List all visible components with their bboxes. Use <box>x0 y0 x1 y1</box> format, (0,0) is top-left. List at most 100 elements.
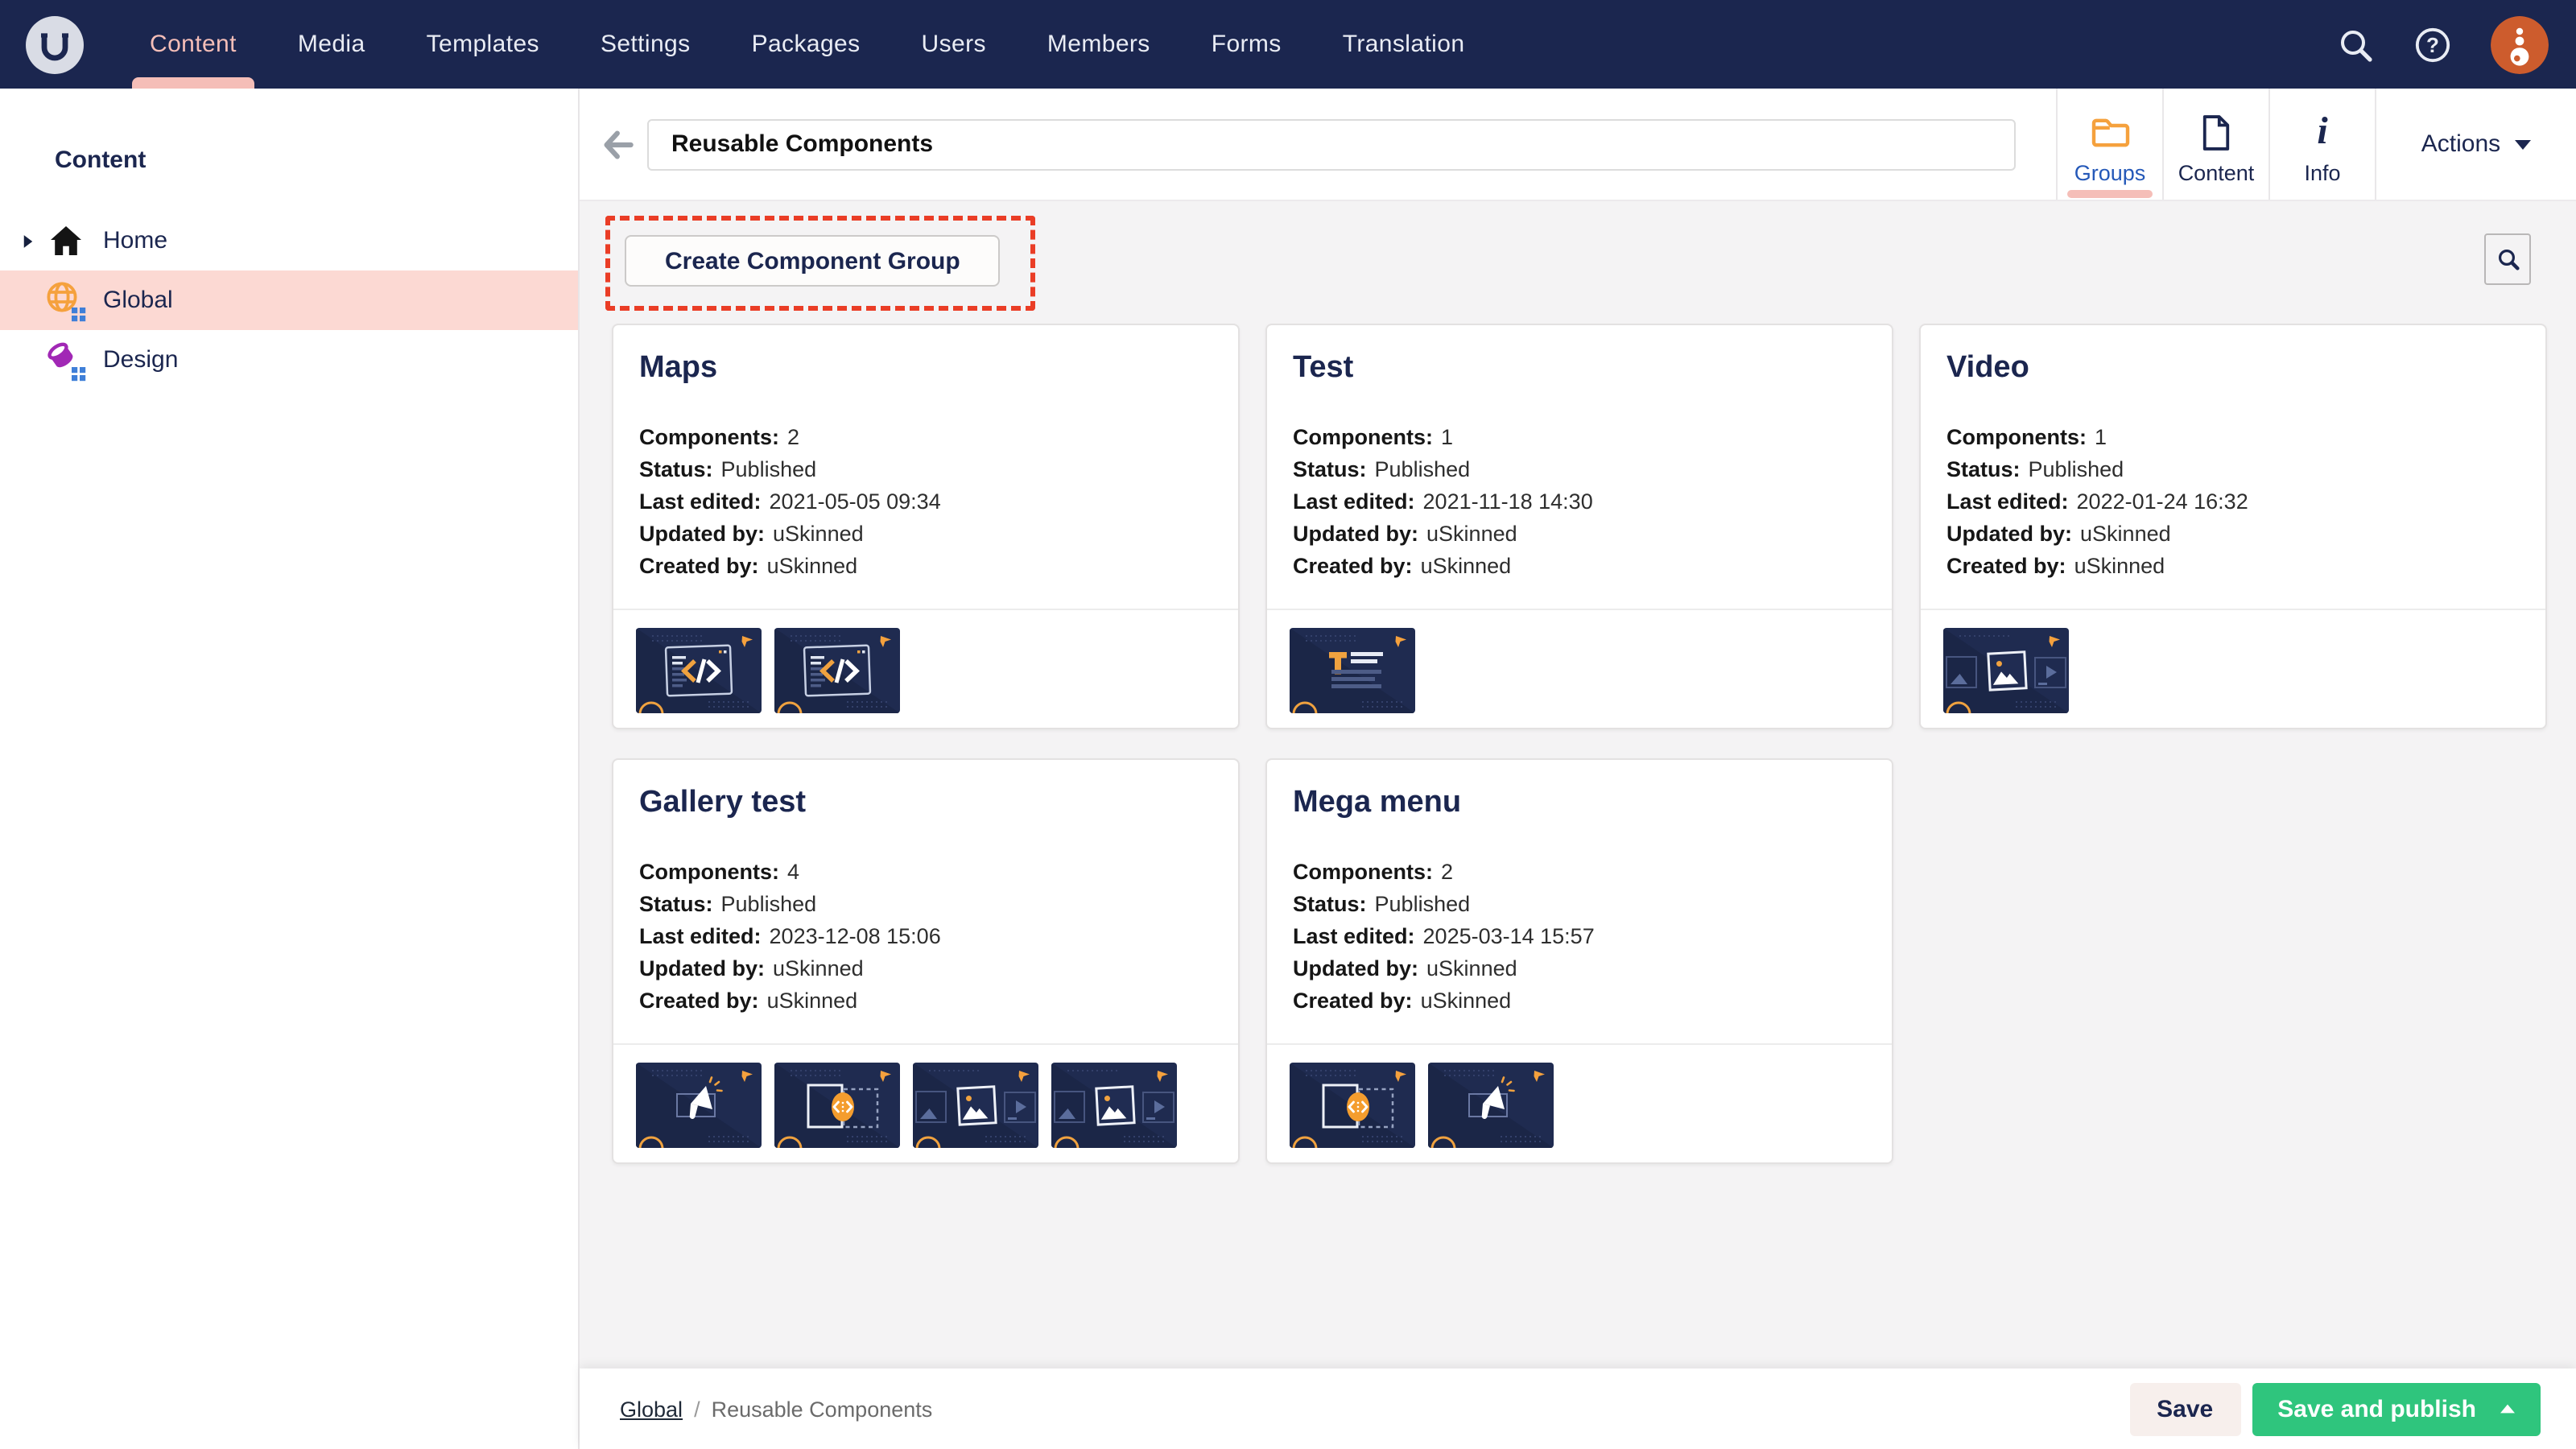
create-component-group-button[interactable]: Create Component Group <box>625 235 1001 287</box>
nav-item-templates[interactable]: Templates <box>396 0 570 89</box>
card-title: Maps <box>639 351 718 385</box>
nav-item-media[interactable]: Media <box>267 0 396 89</box>
card-meta: Components: 1 Status: Published Last edited:… <box>1946 422 2520 583</box>
main-panel: Groups Content i Info Actions <box>580 89 2576 1449</box>
meta-value: Published <box>720 892 817 916</box>
component-thumbnail-megaphone <box>1428 1063 1554 1148</box>
svg-text:?: ? <box>2426 32 2439 56</box>
component-thumbnail-image <box>1943 628 2069 713</box>
actions-dropdown[interactable]: Actions <box>2375 89 2576 200</box>
caret-down-icon <box>2515 139 2532 149</box>
component-thumbnail-embed <box>774 1063 900 1148</box>
card-meta-last-edited: Last edited: 2025-03-14 15:57 <box>1293 921 1866 953</box>
user-avatar[interactable] <box>2491 15 2549 73</box>
meta-value: uSkinned <box>1420 989 1512 1013</box>
document-icon <box>2202 114 2230 150</box>
caret-right-icon[interactable] <box>16 233 39 249</box>
component-group-card-gallery-test[interactable]: Gallery test Components: 4 Status: Publishe… <box>612 758 1240 1164</box>
help-icon[interactable]: ? <box>2413 25 2452 64</box>
meta-value: Published <box>1374 892 1471 916</box>
meta-label: Components: <box>639 860 779 884</box>
sidebar-item-home[interactable]: Home <box>0 211 578 270</box>
component-thumbnail-embed <box>1290 1063 1415 1148</box>
component-thumbnail-image <box>913 1063 1038 1148</box>
nav-item-users[interactable]: Users <box>891 0 1017 89</box>
card-meta-last-edited: Last edited: 2023-12-08 15:06 <box>639 921 1212 953</box>
card-thumbnails <box>1290 1063 1554 1148</box>
component-group-card-mega-menu[interactable]: Mega menu Components: 2 Status: Published La… <box>1265 758 1893 1164</box>
card-meta-components: Components: 4 <box>639 857 1212 889</box>
component-group-card-test[interactable]: Test Components: 1 Status: Published Last ed… <box>1265 324 1893 729</box>
component-group-card-maps[interactable]: Maps Components: 2 Status: Published Last ed… <box>612 324 1240 729</box>
top-navigation-bar: Content Media Templates Settings Package… <box>0 0 2576 89</box>
editor-footer-bar: Global / Reusable Components Save Save a… <box>580 1368 2576 1449</box>
save-button[interactable]: Save <box>2129 1382 2241 1435</box>
tab-content[interactable]: Content <box>2162 89 2268 200</box>
breadcrumb-global-link[interactable]: Global <box>620 1397 683 1421</box>
document-title-input[interactable] <box>647 118 2016 170</box>
tab-groups[interactable]: Groups <box>2056 89 2162 200</box>
info-icon: i <box>2317 111 2328 153</box>
save-and-publish-button[interactable]: Save and publish <box>2252 1382 2541 1435</box>
meta-value: Published <box>2028 457 2124 481</box>
sidebar-item-label: Design <box>103 346 179 374</box>
nav-item-content[interactable]: Content <box>119 0 267 89</box>
umbraco-logo-icon[interactable] <box>26 15 84 73</box>
meta-value: 2025-03-14 15:57 <box>1422 924 1595 948</box>
main-shell: Content Home Global Design <box>0 89 2576 1449</box>
nav-item-packages[interactable]: Packages <box>721 0 891 89</box>
meta-value: 2021-05-05 09:34 <box>769 489 941 514</box>
sidebar-item-label: Home <box>103 227 168 254</box>
card-meta-components: Components: 1 <box>1946 422 2520 454</box>
meta-value: uSkinned <box>1426 956 1517 980</box>
meta-label: Created by: <box>639 989 759 1013</box>
nav-item-settings[interactable]: Settings <box>570 0 721 89</box>
card-meta-components: Components: 1 <box>1293 422 1866 454</box>
card-meta-status: Status: Published <box>1293 454 1866 486</box>
meta-label: Status: <box>1946 457 2021 481</box>
meta-label: Last edited: <box>639 924 762 948</box>
sidebar-item-label: Global <box>103 287 173 314</box>
tab-info[interactable]: i Info <box>2268 89 2375 200</box>
component-group-card-video[interactable]: Video Components: 1 Status: Published Last e… <box>1919 324 2547 729</box>
nav-item-label: Members <box>1046 31 1150 58</box>
nav-item-label: Translation <box>1342 31 1465 58</box>
sidebar-item-global[interactable]: Global <box>0 270 578 330</box>
meta-label: Created by: <box>1946 554 2066 578</box>
meta-label: Updated by: <box>1293 956 1419 980</box>
card-meta-status: Status: Published <box>1293 889 1866 921</box>
breadcrumb-separator: / <box>694 1397 700 1421</box>
meta-value: uSkinned <box>773 956 864 980</box>
nav-item-translation[interactable]: Translation <box>1312 0 1496 89</box>
meta-value: 2021-11-18 14:30 <box>1422 489 1593 514</box>
meta-value: uSkinned <box>2080 522 2171 546</box>
folder-icon <box>2091 118 2129 147</box>
sidebar-item-design[interactable]: Design <box>0 330 578 390</box>
filter-search-button[interactable] <box>2484 233 2531 285</box>
global-search-icon[interactable] <box>2336 25 2375 64</box>
meta-value: 2 <box>787 425 800 449</box>
home-icon <box>51 225 81 254</box>
meta-label: Last edited: <box>639 489 762 514</box>
caret-up-icon <box>2500 1404 2515 1414</box>
component-thumbnail-text <box>1290 628 1415 713</box>
content-tree: Home Global Design <box>0 211 578 390</box>
nav-item-forms[interactable]: Forms <box>1181 0 1312 89</box>
meta-label: Updated by: <box>1293 522 1419 546</box>
meta-value: Published <box>1374 457 1471 481</box>
nav-item-members[interactable]: Members <box>1017 0 1181 89</box>
content-tree-sidebar: Content Home Global Design <box>0 89 580 1449</box>
active-tab-indicator <box>2067 190 2153 198</box>
groups-content-area: Create Component Group Maps Components: 2… <box>580 201 2576 1368</box>
back-arrow-icon[interactable] <box>599 125 638 163</box>
card-meta-created-by: Created by: uSkinned <box>639 551 1212 583</box>
globe-icon <box>47 281 86 321</box>
topnav-right-tools: ? <box>2336 0 2576 89</box>
component-thumbnail-code <box>774 628 900 713</box>
meta-label: Components: <box>639 425 779 449</box>
card-thumbnails <box>636 1063 1177 1148</box>
meta-value: Published <box>720 457 817 481</box>
meta-value: 2023-12-08 15:06 <box>769 924 941 948</box>
meta-value: uSkinned <box>766 989 858 1013</box>
